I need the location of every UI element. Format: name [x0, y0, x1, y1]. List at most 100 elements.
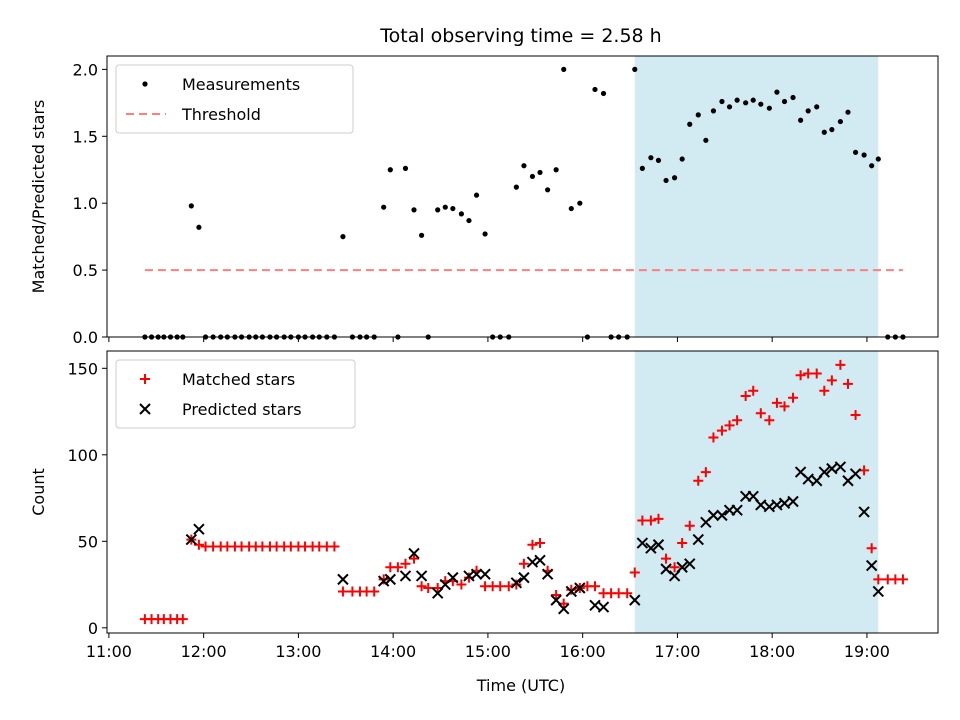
matched-star-point [653, 513, 664, 524]
matched-star-point [677, 538, 688, 549]
predicted-star-point [826, 462, 838, 475]
predicted-star-point [872, 585, 885, 598]
matched-star-point [669, 562, 680, 573]
y-tick-label: 0.0 [73, 328, 98, 347]
measurement-point [805, 108, 811, 114]
observing-window-span-top [634, 56, 879, 337]
measurement-point [529, 173, 536, 180]
y-tick-label: 1.0 [73, 194, 98, 213]
x-axis-label: Time (UTC) [476, 676, 565, 695]
legend-top: Measurements Threshold [115, 64, 354, 134]
x-tick-label: 13:00 [275, 642, 321, 661]
matched-star-point [629, 567, 640, 578]
predicted-star-point [384, 573, 397, 586]
x-tick-label: 19:00 [844, 642, 890, 661]
predicted-star-point [802, 473, 814, 485]
measurement-point [875, 156, 881, 162]
matched-star-point [788, 392, 799, 403]
axes-frame-top [106, 55, 939, 338]
measurement-point [188, 203, 194, 209]
predicted-star-point [399, 570, 412, 582]
legend-marker [142, 81, 148, 87]
measurement-point [473, 192, 480, 198]
y-tick-label: 100 [67, 446, 98, 465]
measurement-point [632, 66, 638, 72]
measurement-point [798, 117, 804, 123]
matched-star-point [771, 397, 782, 408]
predicted-star-point [518, 571, 530, 584]
measurement-point [758, 101, 764, 107]
predicted-star-point [636, 537, 649, 549]
matched-star-point [716, 425, 727, 436]
matched-star-point [645, 515, 656, 526]
matched-star-point [748, 385, 759, 396]
measurement-point [402, 165, 409, 171]
x-tick-label: 18:00 [749, 642, 795, 661]
measurement-point [781, 98, 788, 105]
predicted-star-point [755, 499, 767, 511]
measurement-point [568, 205, 574, 212]
series-predicted-stars [185, 461, 885, 615]
predicted-star-point [597, 601, 610, 613]
matched-star-point [732, 415, 743, 426]
x-tick-label: 11:00 [86, 642, 132, 661]
x-tick-label: 16:00 [560, 642, 606, 661]
measurement-point [743, 100, 749, 106]
predicted-star-point [470, 568, 483, 580]
measurement-point [553, 167, 559, 173]
measurement-point [450, 205, 456, 212]
predicted-star-point [185, 533, 198, 546]
series-matched-stars [139, 359, 908, 625]
predicted-star-point [645, 542, 657, 554]
matched-star-point [897, 574, 908, 585]
y-tick-label: 1.5 [73, 127, 98, 146]
matched-star-point [495, 581, 506, 592]
measurement-point [852, 149, 859, 155]
matched-star-point [527, 539, 538, 550]
measurement-point [726, 104, 733, 110]
measurement-point [671, 175, 678, 181]
predicted-star-point [684, 558, 696, 570]
axes-frame-bottom [106, 350, 939, 634]
matched-star-point [566, 584, 577, 595]
measurement-point [482, 231, 488, 237]
matched-star-point [661, 553, 672, 564]
predicted-star-point [629, 594, 641, 606]
measurement-point [466, 217, 472, 224]
x-tick-label: 17:00 [654, 642, 700, 661]
measurement-point [381, 204, 387, 210]
matched-star-point [637, 515, 648, 526]
measurement-point [577, 200, 583, 206]
measurement-point [411, 207, 417, 213]
predicted-star-point [849, 468, 862, 480]
measurement-point [719, 98, 725, 105]
legend-marker [139, 403, 151, 415]
matched-star-point [329, 541, 340, 552]
chart-title: Total observing time = 2.58 h [379, 25, 661, 47]
predicted-star-point [818, 466, 831, 478]
measurement-point [196, 224, 202, 230]
matched-star-point [779, 401, 790, 412]
y-tick-label: 150 [67, 359, 98, 378]
matched-star-point [378, 574, 389, 585]
matched-star-point [177, 614, 188, 625]
x-tick-label: 14:00 [370, 642, 416, 661]
matched-star-point [400, 558, 411, 569]
predicted-star-point [565, 585, 578, 598]
measurement-point [458, 211, 464, 217]
predicted-star-point [858, 506, 870, 518]
predicted-star-point [787, 495, 799, 508]
measurement-point [869, 163, 875, 169]
matched-star-point [622, 588, 633, 599]
matched-star-point [866, 543, 877, 554]
matched-star-point [859, 465, 870, 476]
matched-star-point [409, 553, 420, 564]
measurement-point [545, 187, 551, 193]
matched-star-point [693, 475, 704, 486]
matched-star-point [416, 581, 427, 592]
measurement-point [703, 137, 709, 143]
measurement-point [710, 108, 717, 114]
measurement-point [561, 66, 567, 72]
predicted-star-point [652, 539, 665, 551]
measurement-point [845, 109, 851, 115]
